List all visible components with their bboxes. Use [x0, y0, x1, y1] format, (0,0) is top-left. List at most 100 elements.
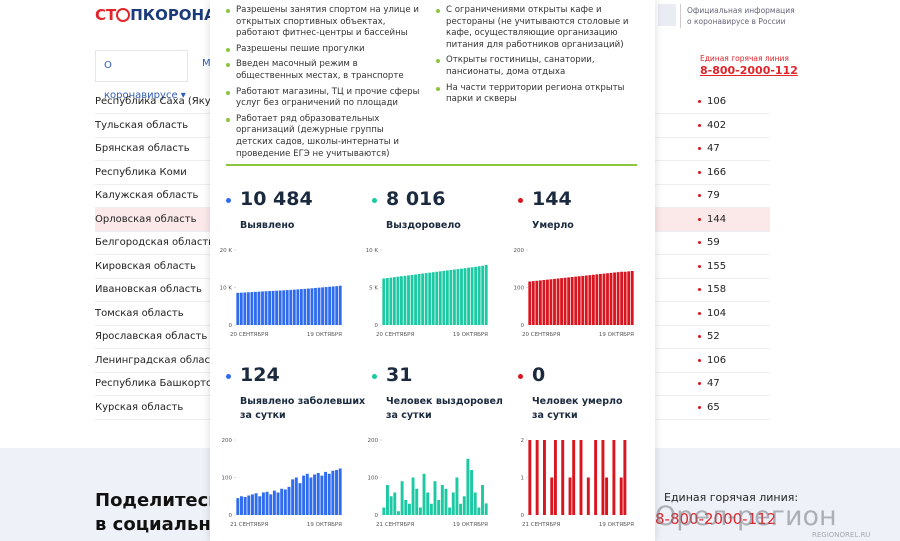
bar: [433, 481, 437, 515]
y-tick-label: 200: [514, 248, 525, 254]
y-tick-label: 10 K: [366, 248, 379, 254]
bar: [477, 507, 481, 515]
region-value: 59: [698, 231, 720, 254]
region-name: Брянская область: [95, 143, 190, 154]
bar: [239, 292, 243, 325]
y-tick-label: 0: [229, 323, 233, 329]
region-name: Республика Коми: [95, 166, 187, 178]
bar: [393, 492, 397, 515]
stat-number: 10 484: [240, 188, 313, 210]
x-tick-label: 21 СЕНТЯБРЯ: [230, 522, 268, 528]
bar: [528, 440, 532, 515]
nav-item[interactable]: О коронавирусе ▾: [95, 50, 188, 101]
stat-number: 31: [386, 364, 413, 386]
bar: [563, 277, 567, 325]
bar: [591, 274, 595, 325]
bar: [298, 483, 302, 515]
bar: [414, 274, 417, 325]
hotline-number[interactable]: 8-800-2000-112: [700, 64, 798, 77]
bar: [303, 288, 307, 325]
share-line: Поделитесь: [95, 490, 220, 511]
bar: [250, 292, 254, 325]
bar: [567, 277, 571, 325]
region-value: 106: [697, 90, 726, 113]
bar: [265, 491, 269, 515]
bar: [327, 473, 331, 515]
bar: [389, 277, 393, 325]
nav-item[interactable]: М: [202, 58, 211, 69]
measure-item: Работают магазины, ТЦ и прочие сферы усл…: [226, 87, 420, 110]
region-name: Белгородская область: [95, 237, 215, 248]
bar-chart: 0 10 K 20 K 20 СЕНТЯБРЯ 19 ОКТЯБРЯ: [220, 248, 343, 338]
stat-dot: [518, 374, 523, 379]
stat-label: за сутки: [532, 410, 578, 421]
bar: [421, 273, 425, 325]
region-value: 402: [697, 114, 726, 137]
bar: [294, 477, 298, 515]
bar: [236, 498, 240, 515]
bar: [283, 489, 287, 515]
y-tick-label: 10 K: [220, 286, 233, 292]
bar: [276, 492, 280, 515]
bar: [257, 291, 261, 325]
bar-chart: 0 100 200 21 СЕНТЯБРЯ 19 ОКТЯБРЯ: [368, 438, 489, 528]
region-value: 106: [697, 349, 726, 372]
bar: [556, 278, 560, 325]
x-tick-label: 21 СЕНТЯБРЯ: [522, 522, 560, 528]
measure-item: Разрешены пешие прогулки: [226, 44, 420, 56]
bar: [309, 477, 313, 515]
bar: [296, 289, 300, 325]
bar: [268, 291, 271, 325]
stat-label: за сутки: [240, 410, 286, 421]
bar: [577, 276, 581, 325]
bar: [313, 474, 317, 515]
bar: [396, 511, 400, 515]
y-tick-label: 1: [521, 476, 525, 482]
stat-dot: [518, 198, 523, 203]
stat-label: Выявлено: [240, 220, 295, 231]
bar: [463, 268, 467, 325]
y-tick-label: 0: [229, 513, 233, 519]
divider: [226, 164, 637, 166]
bar: [455, 477, 459, 515]
bar: [415, 488, 419, 515]
region-value: 155: [697, 255, 726, 278]
region-value: 79: [698, 184, 720, 207]
logo-left: СТ: [95, 6, 117, 24]
bar: [400, 481, 404, 515]
bar: [320, 475, 324, 515]
bar: [428, 272, 432, 325]
y-tick-label: 5 K: [369, 286, 378, 292]
bar: [584, 275, 588, 325]
stat-label: Человек выздоровел: [386, 396, 503, 407]
ministry-icon: [658, 4, 676, 26]
bar: [462, 496, 466, 515]
bar: [272, 490, 276, 515]
bar: [612, 440, 616, 515]
bar: [403, 275, 407, 325]
stat-dot: [372, 374, 377, 379]
y-tick-label: 0: [375, 323, 379, 329]
bar: [609, 272, 613, 325]
official-info[interactable]: Официальная информация о коронавирусе в Р…: [687, 5, 795, 27]
measure-item: Введен масочный режим в общественных мес…: [226, 59, 420, 82]
region-name: Ивановская область: [95, 284, 202, 295]
y-tick-label: 20 K: [220, 248, 233, 254]
bar: [324, 287, 328, 325]
bar: [285, 290, 289, 325]
bar: [422, 473, 426, 515]
watermark: Орел-регион: [655, 501, 837, 532]
measure-item: Открыты гостиницы, санатории, пансионаты…: [436, 55, 630, 78]
bar: [305, 473, 309, 515]
stat-number: 144: [532, 188, 572, 210]
bar: [317, 287, 321, 325]
bar: [280, 488, 284, 515]
bar: [553, 440, 557, 515]
bar-chart: 0 100 200 21 СЕНТЯБРЯ 19 ОКТЯБРЯ: [222, 438, 343, 528]
bar: [264, 291, 268, 325]
hotline-number[interactable]: 8-800-2000-112: [655, 510, 777, 528]
bar: [620, 271, 624, 325]
bar: [550, 477, 554, 515]
bar: [429, 503, 433, 515]
